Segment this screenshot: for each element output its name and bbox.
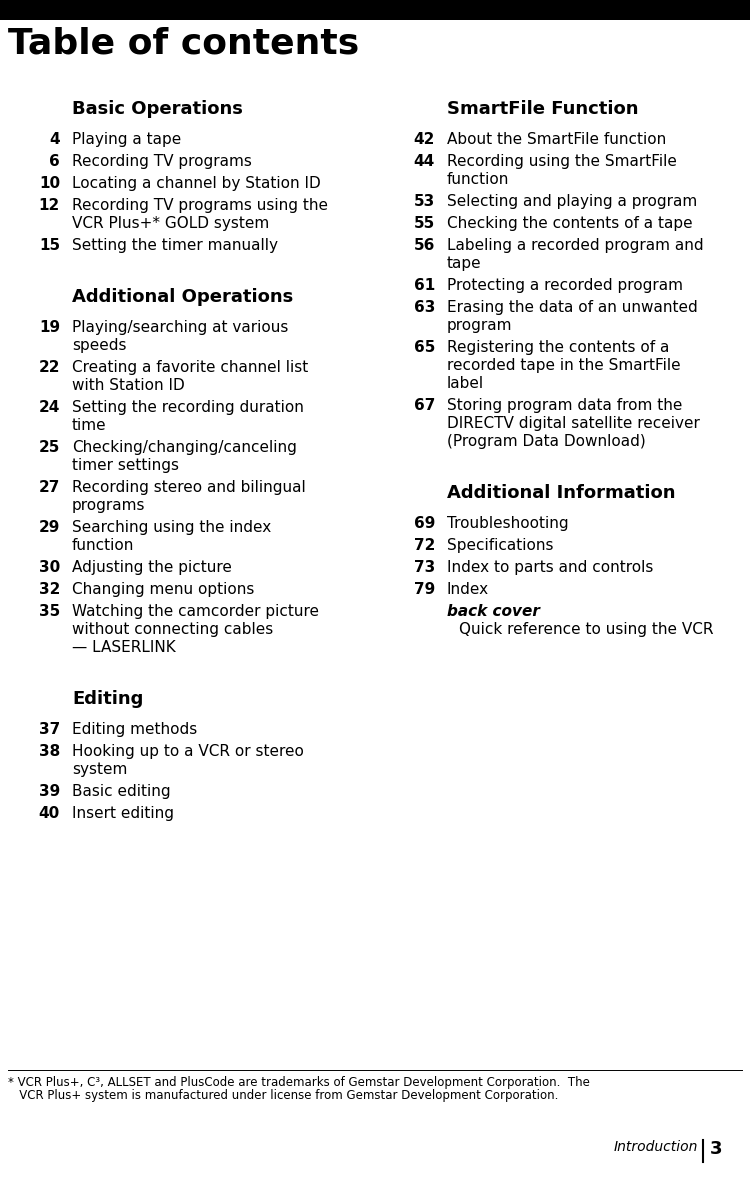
Text: SmartFile Function: SmartFile Function bbox=[447, 100, 638, 118]
Text: 73: 73 bbox=[414, 560, 435, 574]
Text: programs: programs bbox=[72, 498, 146, 513]
Text: Erasing the data of an unwanted: Erasing the data of an unwanted bbox=[447, 300, 698, 314]
Text: About the SmartFile function: About the SmartFile function bbox=[447, 132, 666, 147]
Text: Watching the camcorder picture: Watching the camcorder picture bbox=[72, 604, 319, 619]
Text: system: system bbox=[72, 762, 128, 777]
Text: Basic editing: Basic editing bbox=[72, 784, 170, 799]
Text: timer settings: timer settings bbox=[72, 457, 179, 473]
Text: Registering the contents of a: Registering the contents of a bbox=[447, 340, 669, 355]
Text: Labeling a recorded program and: Labeling a recorded program and bbox=[447, 238, 704, 253]
Text: 38: 38 bbox=[39, 743, 60, 759]
Text: 72: 72 bbox=[414, 538, 435, 553]
Text: 32: 32 bbox=[39, 582, 60, 597]
Text: 40: 40 bbox=[39, 806, 60, 821]
Text: time: time bbox=[72, 418, 106, 433]
Text: 79: 79 bbox=[414, 582, 435, 597]
Text: 27: 27 bbox=[39, 480, 60, 495]
Text: Protecting a recorded program: Protecting a recorded program bbox=[447, 278, 683, 293]
Text: with Station ID: with Station ID bbox=[72, 378, 184, 392]
Text: Selecting and playing a program: Selecting and playing a program bbox=[447, 194, 698, 209]
Text: 44: 44 bbox=[414, 154, 435, 169]
Text: Recording stereo and bilingual: Recording stereo and bilingual bbox=[72, 480, 306, 495]
Text: 3: 3 bbox=[710, 1139, 722, 1158]
Text: 39: 39 bbox=[39, 784, 60, 799]
Text: Specifications: Specifications bbox=[447, 538, 554, 553]
Text: 55: 55 bbox=[414, 216, 435, 230]
Text: Recording using the SmartFile: Recording using the SmartFile bbox=[447, 154, 676, 169]
Text: Hooking up to a VCR or stereo: Hooking up to a VCR or stereo bbox=[72, 743, 304, 759]
Text: without connecting cables: without connecting cables bbox=[72, 622, 273, 637]
Text: 12: 12 bbox=[39, 199, 60, 213]
Text: Table of contents: Table of contents bbox=[8, 26, 359, 60]
Text: back cover: back cover bbox=[447, 604, 540, 619]
Text: Editing methods: Editing methods bbox=[72, 722, 197, 738]
Text: * VCR Plus+, C³, ALLSET and PlusCode are trademarks of Gemstar Development Corpo: * VCR Plus+, C³, ALLSET and PlusCode are… bbox=[8, 1076, 590, 1089]
Text: 35: 35 bbox=[39, 604, 60, 619]
Text: 63: 63 bbox=[414, 300, 435, 314]
Text: Storing program data from the: Storing program data from the bbox=[447, 398, 682, 413]
Text: 30: 30 bbox=[39, 560, 60, 574]
Text: — LASERLINK: — LASERLINK bbox=[72, 639, 176, 655]
Text: Searching using the index: Searching using the index bbox=[72, 520, 272, 535]
Text: function: function bbox=[72, 538, 134, 553]
Text: tape: tape bbox=[447, 256, 482, 271]
Text: Insert editing: Insert editing bbox=[72, 806, 174, 821]
Text: 61: 61 bbox=[414, 278, 435, 293]
Text: 24: 24 bbox=[39, 400, 60, 415]
Text: 29: 29 bbox=[39, 520, 60, 535]
Text: 69: 69 bbox=[414, 517, 435, 531]
Text: 25: 25 bbox=[39, 440, 60, 455]
Text: Additional Operations: Additional Operations bbox=[72, 288, 293, 306]
Text: 19: 19 bbox=[39, 320, 60, 335]
Text: 15: 15 bbox=[39, 238, 60, 253]
Text: VCR Plus+* GOLD system: VCR Plus+* GOLD system bbox=[72, 216, 269, 230]
Text: Editing: Editing bbox=[72, 690, 143, 708]
Text: Setting the timer manually: Setting the timer manually bbox=[72, 238, 278, 253]
Text: 65: 65 bbox=[414, 340, 435, 355]
Text: Checking/changing/canceling: Checking/changing/canceling bbox=[72, 440, 297, 455]
Text: 56: 56 bbox=[414, 238, 435, 253]
Text: 37: 37 bbox=[39, 722, 60, 738]
Text: Checking the contents of a tape: Checking the contents of a tape bbox=[447, 216, 693, 230]
Text: (Program Data Download): (Program Data Download) bbox=[447, 434, 646, 449]
Text: Index to parts and controls: Index to parts and controls bbox=[447, 560, 653, 574]
Text: Setting the recording duration: Setting the recording duration bbox=[72, 400, 304, 415]
Text: 6: 6 bbox=[50, 154, 60, 169]
Text: 10: 10 bbox=[39, 176, 60, 191]
Text: Recording TV programs: Recording TV programs bbox=[72, 154, 252, 169]
Text: label: label bbox=[447, 376, 485, 391]
Text: program: program bbox=[447, 318, 512, 333]
Text: Recording TV programs using the: Recording TV programs using the bbox=[72, 199, 328, 213]
Text: Index: Index bbox=[447, 582, 489, 597]
Text: speeds: speeds bbox=[72, 338, 127, 353]
Text: recorded tape in the SmartFile: recorded tape in the SmartFile bbox=[447, 358, 681, 374]
Text: Additional Information: Additional Information bbox=[447, 483, 676, 502]
Text: DIRECTV digital satellite receiver: DIRECTV digital satellite receiver bbox=[447, 416, 700, 431]
Text: Quick reference to using the VCR: Quick reference to using the VCR bbox=[459, 622, 713, 637]
Text: function: function bbox=[447, 173, 509, 187]
Text: Locating a channel by Station ID: Locating a channel by Station ID bbox=[72, 176, 321, 191]
Text: 22: 22 bbox=[38, 361, 60, 375]
Text: Changing menu options: Changing menu options bbox=[72, 582, 254, 597]
Text: Troubleshooting: Troubleshooting bbox=[447, 517, 568, 531]
Text: 53: 53 bbox=[414, 194, 435, 209]
Text: 67: 67 bbox=[414, 398, 435, 413]
Text: Creating a favorite channel list: Creating a favorite channel list bbox=[72, 361, 308, 375]
Text: Playing a tape: Playing a tape bbox=[72, 132, 182, 147]
Text: VCR Plus+ system is manufactured under license from Gemstar Development Corporat: VCR Plus+ system is manufactured under l… bbox=[8, 1089, 558, 1102]
Text: Introduction: Introduction bbox=[614, 1139, 698, 1154]
Text: 4: 4 bbox=[50, 132, 60, 147]
Text: Basic Operations: Basic Operations bbox=[72, 100, 243, 118]
Text: Playing/searching at various: Playing/searching at various bbox=[72, 320, 288, 335]
Bar bbox=[0, 0, 750, 20]
Text: 42: 42 bbox=[414, 132, 435, 147]
Text: Adjusting the picture: Adjusting the picture bbox=[72, 560, 232, 574]
